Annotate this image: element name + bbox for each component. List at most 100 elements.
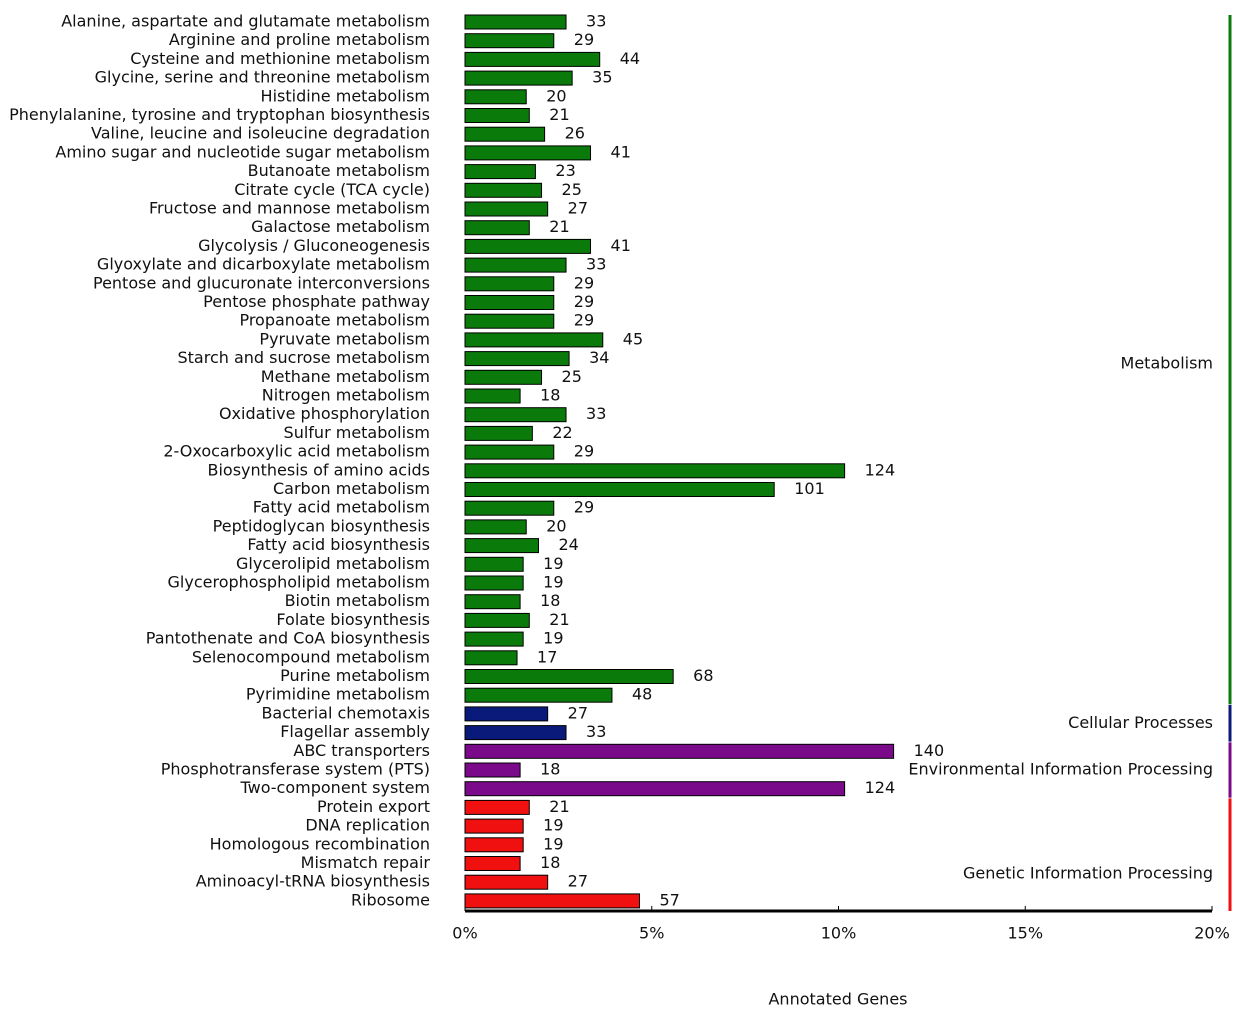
category-label: Cysteine and methionine metabolism — [130, 49, 430, 68]
value-label: 124 — [865, 460, 896, 479]
value-label: 140 — [914, 741, 945, 760]
value-label: 18 — [540, 760, 560, 779]
bar — [464, 575, 524, 591]
value-label: 21 — [549, 217, 569, 236]
category-label: ABC transporters — [293, 741, 430, 760]
category-label: Pentose and glucuronate interconversions — [93, 273, 430, 292]
bar — [464, 295, 555, 310]
category-label: Ribosome — [351, 890, 430, 909]
bar — [464, 89, 527, 105]
bar — [464, 351, 570, 367]
bar — [464, 369, 543, 385]
category-label: Purine metabolism — [280, 666, 430, 685]
value-label: 21 — [549, 610, 569, 629]
x-axis-label: Annotated Genes — [768, 990, 907, 1009]
category-label: Folate biosynthesis — [276, 610, 430, 629]
value-label: 33 — [586, 12, 606, 31]
category-label: Fatty acid metabolism — [253, 498, 430, 517]
value-label: 24 — [558, 535, 578, 554]
bar — [464, 556, 524, 572]
bar — [464, 388, 521, 404]
value-label: 29 — [574, 292, 594, 311]
value-label: 27 — [568, 703, 588, 722]
value-label: 101 — [794, 479, 825, 498]
value-label: 21 — [549, 105, 569, 124]
category-label: Peptidoglycan biosynthesis — [213, 516, 430, 535]
bar — [464, 238, 592, 254]
category-label: Bacterial chemotaxis — [261, 703, 430, 722]
category-label: Methane metabolism — [261, 367, 430, 386]
category-label: Pyrimidine metabolism — [246, 685, 430, 704]
category-label: Flagellar assembly — [280, 722, 430, 741]
category-label: Sulfur metabolism — [284, 423, 430, 442]
bar — [464, 182, 543, 198]
x-tick-label: 20% — [1194, 924, 1230, 943]
category-label: Glycerophospholipid metabolism — [168, 573, 430, 592]
value-label: 68 — [693, 666, 713, 685]
bar — [464, 519, 527, 535]
value-label: 29 — [574, 442, 594, 461]
category-label: Glycerolipid metabolism — [236, 554, 430, 573]
value-label: 19 — [543, 554, 563, 573]
category-label: Glycolysis / Gluconeogenesis — [198, 236, 430, 255]
category-label: Aminoacyl-tRNA biosynthesis — [196, 872, 430, 891]
category-label: Fructose and mannose metabolism — [149, 199, 430, 218]
value-label: 48 — [632, 685, 652, 704]
category-label: Biotin metabolism — [285, 591, 430, 610]
category-label: Biosynthesis of amino acids — [207, 460, 430, 479]
category-label: Pyruvate metabolism — [259, 329, 430, 348]
bar — [464, 781, 846, 797]
category-label: Valine, leucine and isoleucine degradati… — [91, 124, 430, 143]
value-label: 33 — [586, 255, 606, 274]
category-label: DNA replication — [305, 816, 430, 835]
category-label: Phosphotransferase system (PTS) — [161, 760, 430, 779]
value-label: 29 — [574, 273, 594, 292]
x-tick-label: 15% — [1007, 924, 1043, 943]
value-label: 44 — [620, 49, 640, 68]
value-label: 26 — [565, 124, 585, 143]
bar — [464, 14, 567, 30]
bar — [464, 799, 530, 815]
value-label: 20 — [546, 86, 566, 105]
x-tick-label: 5% — [639, 924, 664, 943]
category-label: 2-Oxocarboxylic acid metabolism — [163, 442, 430, 461]
bar — [464, 444, 555, 460]
bar — [464, 594, 521, 610]
value-label: 23 — [555, 161, 575, 180]
value-label: 45 — [623, 329, 643, 348]
group-label: Genetic Information Processing — [963, 864, 1213, 883]
category-label: Protein export — [317, 797, 430, 816]
category-label: Glycine, serine and threonine metabolism — [95, 68, 430, 87]
bar — [464, 407, 567, 423]
bar — [464, 33, 555, 49]
bar — [464, 425, 533, 441]
category-label: Mismatch repair — [301, 853, 431, 872]
bar — [464, 669, 674, 684]
value-label: 33 — [586, 722, 606, 741]
bar — [464, 108, 530, 123]
category-label: Citrate cycle (TCA cycle) — [234, 180, 430, 199]
value-label: 29 — [574, 498, 594, 517]
category-label: Fatty acid biosynthesis — [247, 535, 430, 554]
value-label: 41 — [611, 142, 631, 161]
value-label: 57 — [660, 890, 680, 909]
bar — [464, 650, 518, 666]
category-label: Homologous recombination — [210, 834, 430, 853]
bar — [464, 538, 539, 554]
value-label: 25 — [562, 180, 582, 199]
value-label: 20 — [546, 516, 566, 535]
value-label: 35 — [592, 68, 612, 87]
bar — [464, 126, 546, 142]
group-label: Metabolism — [1121, 354, 1213, 373]
category-label: Glyoxylate and dicarboxylate metabolism — [97, 255, 430, 274]
category-label: Histidine metabolism — [261, 86, 430, 105]
category-label: Pentose phosphate pathway — [203, 292, 430, 311]
category-label: Galactose metabolism — [251, 217, 430, 236]
bar — [464, 725, 567, 741]
bar — [464, 856, 521, 871]
bar — [464, 837, 524, 853]
value-label: 17 — [537, 647, 557, 666]
category-label: Oxidative phosphorylation — [219, 404, 430, 423]
value-label: 124 — [865, 778, 896, 797]
